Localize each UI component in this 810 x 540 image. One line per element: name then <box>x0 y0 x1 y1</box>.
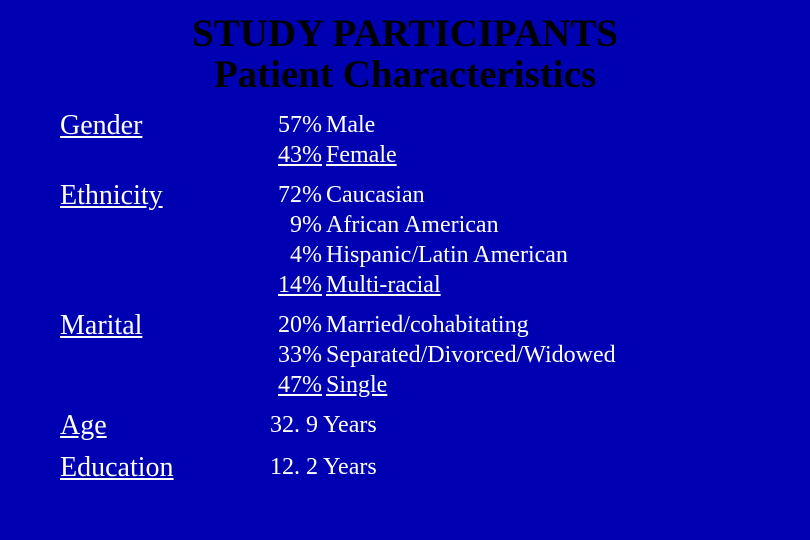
age-value: 32. 9 Years <box>270 410 750 440</box>
title-line-2: Patient Characteristics <box>60 55 750 96</box>
value-text: Hispanic/Latin American <box>326 240 568 270</box>
value-row: 4% Hispanic/Latin American <box>270 240 750 270</box>
value-pct: 57% <box>270 110 326 140</box>
value-pct: 14% <box>270 270 326 300</box>
marital-values: 20% Married/cohabitating 33% Separated/D… <box>270 310 750 400</box>
education-label: Education <box>60 452 270 484</box>
gender-values: 57% Male 43% Female <box>270 110 750 170</box>
value-text: Separated/Divorced/Widowed <box>326 340 616 370</box>
value-pct: 9% <box>270 210 326 240</box>
value-text: Male <box>326 110 375 140</box>
value-row: 9% African American <box>270 210 750 240</box>
value-text: Single <box>326 370 387 400</box>
value-pct: 4% <box>270 240 326 270</box>
value-pct: 20% <box>270 310 326 340</box>
value-row: 47% Single <box>270 370 750 400</box>
value-text: Caucasian <box>326 180 425 210</box>
value-pct: 43% <box>270 140 326 170</box>
education-value: 12. 2 Years <box>270 452 750 482</box>
slide: STUDY PARTICIPANTS Patient Characteristi… <box>0 0 810 540</box>
title-block: STUDY PARTICIPANTS Patient Characteristi… <box>60 14 750 96</box>
value-text: Married/cohabitating <box>326 310 529 340</box>
ethnicity-values: 72% Caucasian 9% African American 4% His… <box>270 180 750 300</box>
value-row: 72% Caucasian <box>270 180 750 210</box>
marital-label: Marital <box>60 310 270 342</box>
value-row: 20% Married/cohabitating <box>270 310 750 340</box>
value-pct: 47% <box>270 370 326 400</box>
value-text: Female <box>326 140 397 170</box>
value-text: African American <box>326 210 499 240</box>
value-row: 57% Male <box>270 110 750 140</box>
value-pct: 72% <box>270 180 326 210</box>
value-row: 43% Female <box>270 140 750 170</box>
value-text: Multi-racial <box>326 270 441 300</box>
value-pct: 33% <box>270 340 326 370</box>
title-line-1: STUDY PARTICIPANTS <box>60 14 750 55</box>
value-row: 33% Separated/Divorced/Widowed <box>270 340 750 370</box>
age-label: Age <box>60 410 270 442</box>
characteristics-table: Gender 57% Male 43% Female Ethnicity 72%… <box>60 110 750 484</box>
gender-label: Gender <box>60 110 270 142</box>
ethnicity-label: Ethnicity <box>60 180 270 212</box>
value-row: 14% Multi-racial <box>270 270 750 300</box>
